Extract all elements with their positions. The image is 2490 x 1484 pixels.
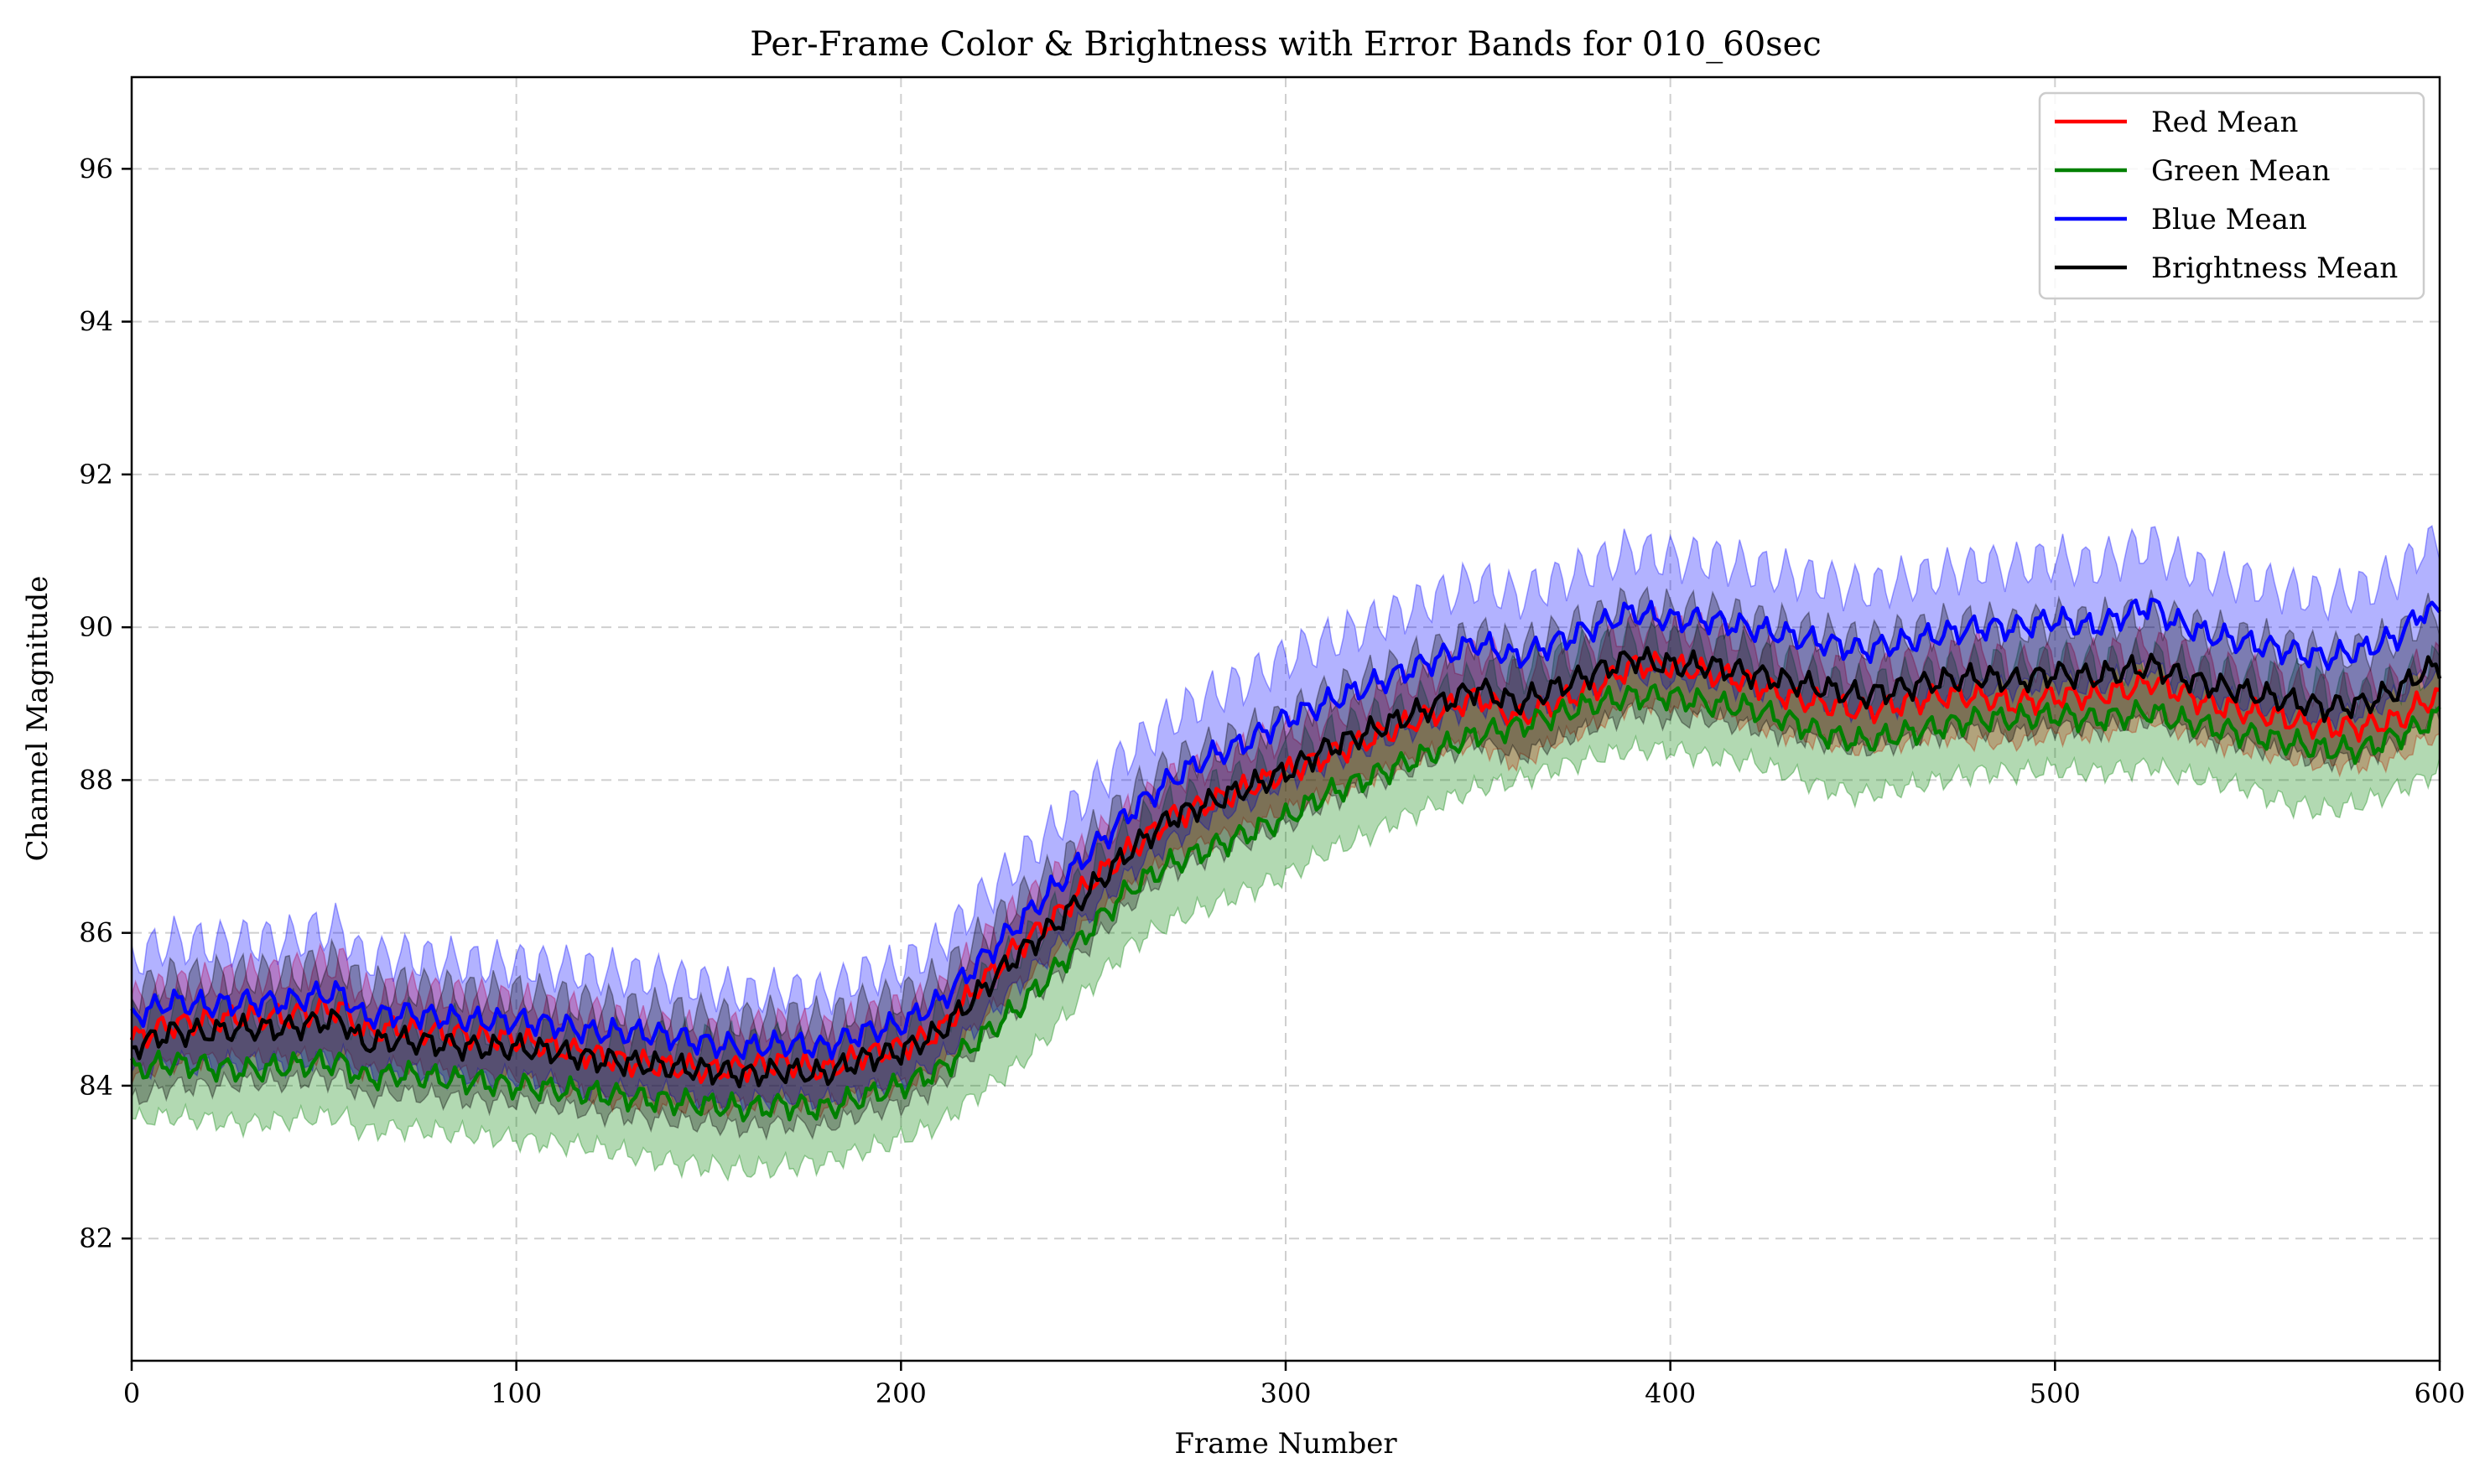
x-tick-label: 500 [2030, 1378, 2081, 1409]
series-line-red [129, 651, 2441, 1084]
legend-label-green: Green Mean [2151, 154, 2330, 188]
legend-label-red: Red Mean [2151, 106, 2298, 139]
x-axis-label: Frame Number [1174, 1427, 1397, 1461]
legend-box [2038, 91, 2425, 300]
y-tick-label: 90 [79, 611, 113, 643]
x-tick-label: 400 [1645, 1378, 1696, 1409]
legend: Red Mean Green Mean Blue Mean Brightness… [2038, 91, 2425, 300]
y-tick-label: 92 [79, 459, 113, 490]
x-tick-label: 100 [491, 1378, 542, 1409]
x-tick-label: 300 [1260, 1378, 1311, 1409]
x-tick-label: 0 [123, 1378, 140, 1409]
y-tick-label: 88 [79, 764, 113, 796]
x-tick-label: 600 [2414, 1378, 2465, 1409]
y-tick-label: 82 [79, 1222, 113, 1254]
y-tick-label: 96 [79, 153, 113, 184]
y-tick-label: 94 [79, 306, 113, 338]
series-line-blue [130, 597, 2441, 1061]
y-axis-ticks: 82 84 86 88 90 92 94 96 [79, 153, 132, 1254]
series-line-green [130, 683, 2441, 1123]
y-tick-label: 84 [79, 1070, 113, 1102]
y-tick-label: 86 [79, 917, 113, 949]
series-line-brightness [131, 646, 2442, 1089]
legend-label-brightness: Brightness Mean [2151, 252, 2398, 285]
y-axis-label: Channel Magnitude [21, 576, 55, 862]
chart-title: Per-Frame Color & Brightness with Error … [750, 25, 1822, 64]
series-lines [129, 597, 2442, 1123]
x-axis-ticks: 0 100 200 300 400 500 600 [123, 1361, 2466, 1409]
x-tick-label: 200 [876, 1378, 927, 1409]
legend-label-blue: Blue Mean [2151, 203, 2307, 236]
